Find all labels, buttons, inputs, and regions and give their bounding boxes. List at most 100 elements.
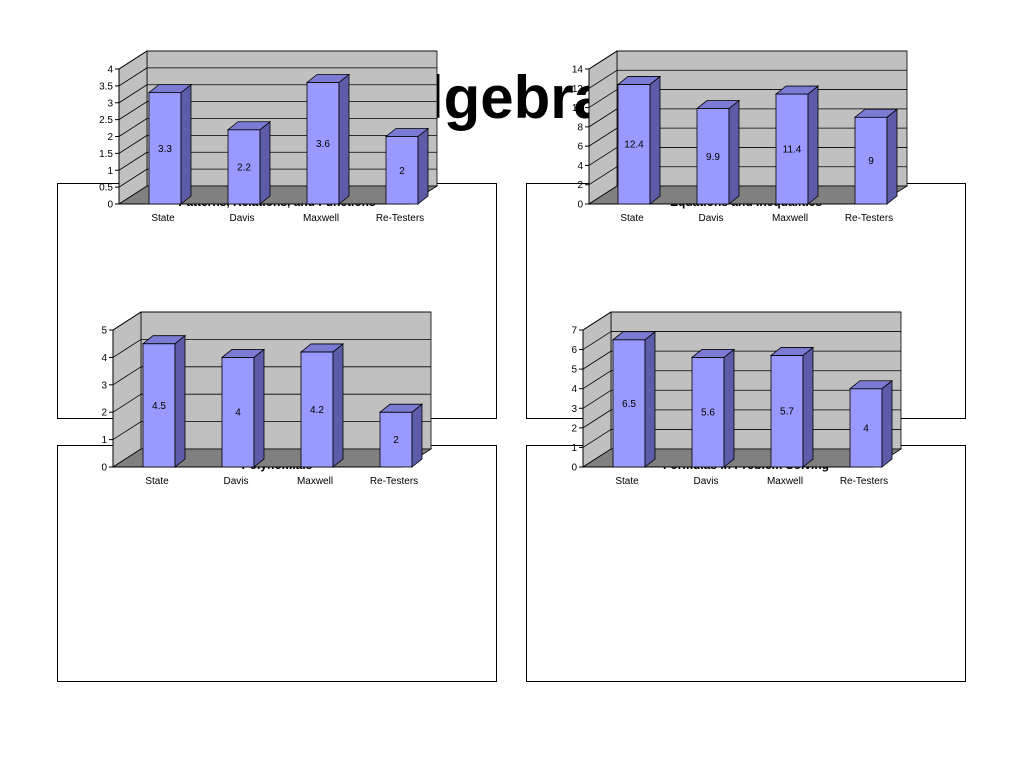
- y-tick-label: 0: [571, 463, 577, 474]
- bar-top: [299, 343, 345, 353]
- bar: [384, 127, 430, 205]
- bar-side: [728, 99, 740, 205]
- y-tick-label: 2.5: [99, 115, 113, 126]
- y-tick-label: 1: [107, 166, 113, 177]
- bar-top: [616, 76, 662, 85]
- data-label: 9.9: [706, 152, 720, 163]
- data-label: 2.2: [237, 162, 251, 173]
- gridline-side: [582, 350, 612, 370]
- bar-top: [611, 331, 657, 341]
- y-tick-label: 3: [571, 404, 577, 415]
- gridline-side: [582, 429, 612, 448]
- bar-side: [723, 348, 735, 468]
- gridline-side: [112, 393, 142, 413]
- gridline-side: [118, 168, 148, 188]
- bar: [141, 334, 187, 468]
- bar-top: [226, 121, 272, 131]
- x-category-label: State: [615, 476, 639, 487]
- x-category-label: Davis: [229, 213, 254, 224]
- bar-side: [338, 73, 350, 205]
- x-category-label: Re-Testers: [840, 476, 888, 487]
- y-tick-label: 1.5: [99, 149, 113, 160]
- bar-side: [802, 346, 814, 468]
- gridline-side: [582, 311, 612, 331]
- bar-top: [147, 84, 193, 94]
- y-tick-label: 4: [571, 384, 577, 395]
- x-category-label: Davis: [223, 476, 248, 487]
- bar-top: [695, 100, 741, 109]
- gridline-side: [582, 370, 612, 390]
- bar-side: [411, 403, 423, 468]
- bar: [616, 75, 662, 205]
- chart-equations-inequalities: Equations and Inequalities0246810121412.…: [526, 50, 966, 419]
- bar-side: [180, 83, 192, 205]
- data-label: 12.4: [624, 140, 644, 151]
- data-label: 9: [868, 156, 874, 167]
- bar-front: [142, 343, 176, 468]
- x-category-label: State: [145, 476, 169, 487]
- bar: [774, 85, 820, 205]
- x-category-label: State: [620, 213, 644, 224]
- gridline-side: [588, 127, 618, 147]
- bar-side: [253, 348, 265, 468]
- bar-front: [612, 339, 646, 468]
- gridline-side: [112, 366, 142, 386]
- chart-svg: Polynomials0123454.5State4Davis4.2Maxwel…: [101, 311, 433, 487]
- bar-side: [886, 108, 898, 205]
- bar-side: [649, 75, 661, 205]
- y-tick-label: 4: [107, 65, 113, 76]
- bar-top: [848, 380, 894, 390]
- gridline-side: [112, 339, 142, 358]
- bar-top: [220, 349, 266, 358]
- gridline-side: [118, 151, 148, 171]
- bar: [690, 348, 736, 468]
- bar-front: [854, 116, 888, 205]
- gridline-side: [118, 67, 148, 87]
- bar-front: [849, 388, 883, 468]
- y-tick-label: 7: [571, 326, 577, 337]
- gridline-side: [588, 89, 618, 108]
- y-tick-label: 0.5: [99, 183, 113, 194]
- data-label: 2: [399, 166, 405, 177]
- bar: [305, 73, 351, 205]
- x-category-label: Maxwell: [303, 213, 339, 224]
- bar-top: [141, 335, 187, 345]
- chart-svg: Patterns, Relations, and Functions00.511…: [99, 50, 439, 224]
- data-label: 4.5: [152, 401, 166, 412]
- data-label: 4.2: [310, 405, 324, 416]
- gridline-side: [118, 50, 148, 70]
- bar-front: [227, 129, 261, 205]
- chart-svg: Formulas in Problem Solving012345676.5St…: [571, 311, 903, 487]
- x-category-label: Maxwell: [297, 476, 333, 487]
- x-category-label: Re-Testers: [370, 476, 418, 487]
- data-label: 5.7: [780, 407, 794, 418]
- bar-side: [332, 343, 344, 468]
- bar-side: [644, 330, 656, 468]
- y-tick-label: 3.5: [99, 81, 113, 92]
- bar: [848, 379, 894, 468]
- gridline-side: [118, 118, 148, 137]
- bar-front: [221, 357, 255, 468]
- y-tick-label: 0: [577, 200, 583, 211]
- gridline-side: [588, 166, 618, 186]
- bar: [299, 343, 345, 468]
- gridline-side: [118, 84, 148, 104]
- y-tick-label: 1: [571, 443, 577, 454]
- bar: [769, 346, 815, 468]
- bar: [378, 403, 424, 468]
- chart-polynomials: Polynomials0123454.5State4Davis4.2Maxwel…: [57, 311, 497, 682]
- bar: [611, 330, 657, 468]
- y-tick-label: 1: [101, 435, 107, 446]
- bar-top: [774, 85, 820, 95]
- y-tick-label: 0: [101, 463, 107, 474]
- y-tick-label: 12: [572, 84, 584, 95]
- bar-top: [384, 128, 430, 137]
- bar-top: [690, 349, 736, 358]
- y-tick-label: 2: [571, 423, 577, 434]
- bar-side: [881, 379, 893, 468]
- x-category-label: Re-Testers: [845, 213, 893, 224]
- bar-top: [378, 403, 424, 413]
- y-tick-label: 6: [577, 142, 583, 153]
- gridline-side: [118, 101, 148, 120]
- data-label: 2: [393, 435, 399, 446]
